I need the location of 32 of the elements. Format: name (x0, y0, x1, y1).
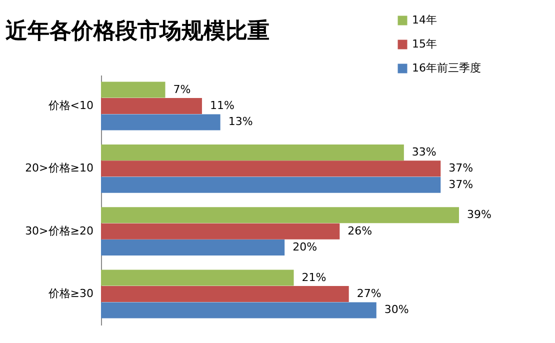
bar (101, 223, 340, 240)
bar (101, 240, 285, 256)
bar (101, 270, 294, 286)
data-label: 26% (348, 224, 372, 238)
data-label: 30% (384, 303, 409, 316)
y-tick-label: 价格<10 (47, 99, 94, 112)
data-label: 39% (467, 208, 492, 222)
bar (101, 286, 349, 302)
data-label: 27% (356, 286, 382, 300)
bar (101, 160, 441, 177)
data-label: 21% (302, 270, 326, 284)
bar (101, 207, 459, 224)
data-label: 11% (210, 99, 234, 112)
bar (101, 302, 376, 318)
legend-label: 15年 (412, 38, 437, 50)
chart-title: 近年各价格段市场规模比重 (4, 18, 270, 44)
bar (101, 114, 220, 130)
data-label: 33% (412, 145, 436, 158)
y-tick-label: 20>价格≥10 (25, 162, 94, 175)
legend-label: 16年前三季度 (412, 62, 481, 74)
data-label: 37% (448, 162, 474, 175)
bar (101, 176, 441, 193)
bar (101, 144, 404, 160)
data-label: 7% (173, 82, 191, 96)
y-tick-label: 价格≥30 (47, 286, 94, 300)
bar (101, 82, 166, 98)
data-label: 37% (448, 178, 474, 191)
bar (101, 98, 202, 114)
data-label: 13% (228, 115, 253, 128)
data-label: 20% (292, 240, 318, 254)
y-tick-label: 30>价格≥20 (25, 224, 94, 238)
legend-label: 14年 (412, 14, 437, 26)
